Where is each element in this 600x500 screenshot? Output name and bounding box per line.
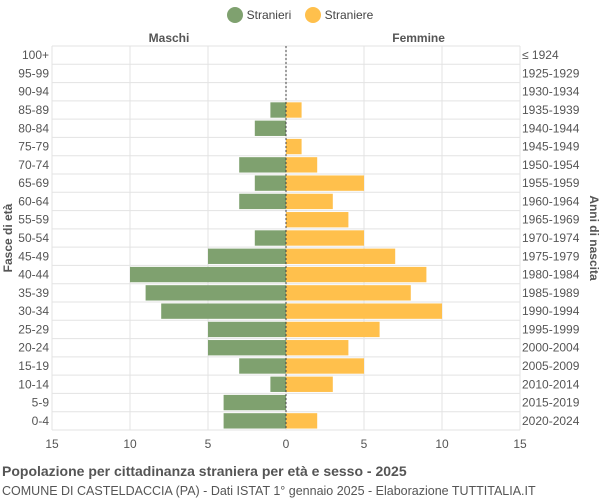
bar-male [254,175,286,191]
bar-male [270,102,286,118]
y-tick-label-age: 95-99 [18,66,49,80]
y-tick-label-age: 85-89 [18,103,49,117]
population-pyramid-chart: 100+ ≤ 1924 95-99 1925-1929 90-94 1930-1934 85… [1,31,600,451]
legend-swatch-male [226,7,243,23]
y-tick-label-age: 5-9 [32,396,50,410]
bar-male [254,230,286,246]
bar-female [286,157,318,173]
legend-label-female: Straniere [324,8,374,22]
x-tick-label: 15 [45,437,59,451]
bar-female [286,321,380,338]
bar-female [286,340,349,356]
bar-female [286,248,396,264]
y-tick-label-birth-years: 1985-1989 [522,286,580,300]
y-tick-label-birth-years: 1930-1934 [522,85,580,99]
y-tick-label-age: 65-69 [18,176,49,190]
y-tick-label-birth-years: 1925-1929 [522,66,580,80]
y-tick-label-birth-years: 1955-1959 [522,176,580,190]
y-tick-label-age: 60-64 [18,194,49,208]
bar-male [161,303,286,319]
y-tick-label-age: 45-49 [18,249,49,263]
bar-female [286,175,364,191]
y-axis-title-left: Fasce di età [1,203,15,272]
x-tick-label: 0 [283,437,290,451]
y-tick-label-birth-years: 2020-2024 [522,414,580,428]
y-tick-label-birth-years: 1995-1999 [522,322,580,336]
y-tick-label-birth-years: 1965-1969 [522,213,580,227]
y-tick-label-age: 40-44 [18,268,49,282]
bar-male [223,394,286,411]
y-tick-label-age: 70-74 [18,158,49,172]
y-tick-label-birth-years: 2000-2004 [522,341,580,355]
y-tick-label-birth-years: 1950-1954 [522,158,580,172]
x-tick-label: 5 [361,437,368,451]
bar-male [145,285,286,301]
x-tick-label: 10 [435,437,449,451]
header-maschi: Maschi [149,31,190,45]
y-tick-label-age: 0-4 [32,414,50,428]
bar-male [254,120,286,136]
y-tick-label-age: 100+ [22,48,49,62]
legend: Stranieri Straniere [0,7,600,26]
y-tick-label-age: 25-29 [18,322,49,336]
y-tick-label-birth-years: 1990-1994 [522,304,580,318]
bar-male [270,376,286,392]
bar-male [208,340,286,356]
bar-female [286,230,364,246]
bar-male [239,157,286,173]
y-tick-label-age: 30-34 [18,304,49,318]
legend-item-male[interactable]: Stranieri [226,7,292,23]
y-tick-label-age: 20-24 [18,341,49,355]
x-tick-label: 15 [513,437,527,451]
bar-female [286,285,411,301]
bar-male [130,266,286,283]
x-tick-label: 5 [205,437,212,451]
y-tick-label-age: 50-54 [18,231,49,245]
bar-female [286,358,364,374]
y-tick-label-birth-years: ≤ 1924 [522,48,559,62]
y-tick-label-birth-years: 1960-1964 [522,194,580,208]
legend-label-male: Stranieri [246,8,292,22]
y-axis-title-right: Anni di nascita [587,195,600,281]
bar-male [223,413,286,429]
bar-male [208,321,286,338]
bar-female [286,102,302,118]
header-femmine: Femmine [392,31,445,45]
bar-female [286,212,349,228]
y-tick-label-birth-years: 1970-1974 [522,231,580,245]
y-tick-label-age: 10-14 [18,377,49,391]
bar-male [208,248,286,264]
legend-item-female[interactable]: Straniere [304,7,374,23]
chart-title: Popolazione per cittadinanza straniera p… [2,463,407,479]
y-tick-label-age: 35-39 [18,286,49,300]
bar-female [286,303,442,319]
y-tick-label-birth-years: 1980-1984 [522,268,580,282]
y-tick-label-birth-years: 1940-1944 [522,121,580,135]
y-tick-label-birth-years: 1945-1949 [522,140,580,154]
bar-female [286,376,333,392]
bar-male [239,193,286,210]
y-tick-label-age: 80-84 [18,121,49,135]
chart-subtitle: COMUNE DI CASTELDACCIA (PA) - Dati ISTAT… [2,484,536,498]
y-tick-label-birth-years: 1935-1939 [522,103,580,117]
y-tick-label-birth-years: 2005-2009 [522,359,580,373]
y-tick-label-birth-years: 1975-1979 [522,249,580,263]
y-tick-label-age: 55-59 [18,213,49,227]
y-tick-label-age: 75-79 [18,140,49,154]
y-tick-label-birth-years: 2015-2019 [522,396,580,410]
bar-female [286,193,333,210]
x-tick-label: 10 [123,437,137,451]
y-tick-label-age: 15-19 [18,359,49,373]
y-tick-label-birth-years: 2010-2014 [522,377,580,391]
bar-male [239,358,286,374]
y-tick-label-age: 90-94 [18,85,49,99]
bar-female [286,413,318,429]
bar-female [286,138,302,155]
legend-swatch-female [304,7,321,23]
bar-female [286,266,427,283]
